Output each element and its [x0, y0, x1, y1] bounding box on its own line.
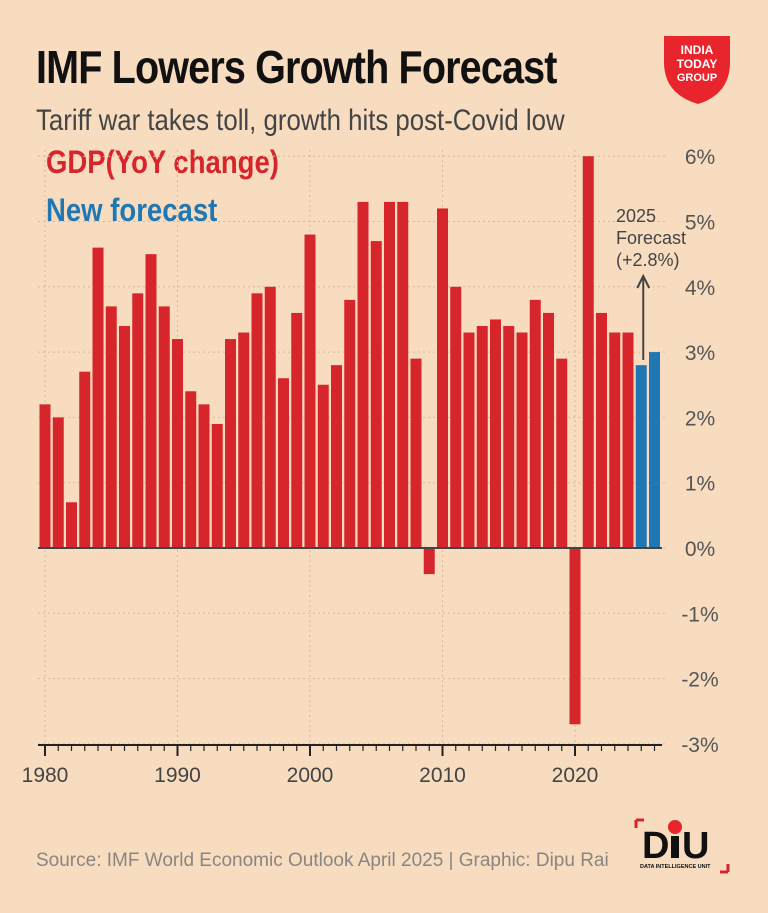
- x-tick-label: 1980: [22, 764, 69, 787]
- gdp-bar: [543, 312, 554, 548]
- x-tick-label: 2000: [287, 764, 334, 787]
- gdp-bar: [105, 306, 117, 548]
- gdp-bar: [291, 312, 303, 548]
- y-tick-label: 1%: [685, 473, 715, 496]
- gdp-bar: [158, 306, 170, 548]
- gdp-bar: [569, 548, 581, 725]
- gdp-bar: [331, 365, 342, 548]
- forecast-bar: [649, 352, 660, 548]
- svg-text:TODAY: TODAY: [677, 57, 718, 71]
- x-tick-label: 2010: [419, 764, 466, 787]
- svg-text:U: U: [682, 825, 709, 867]
- gdp-bar: [450, 286, 462, 548]
- gdp-bar: [185, 391, 197, 548]
- page-title: IMF Lowers Growth Forecast: [36, 41, 557, 93]
- y-tick-label: -2%: [681, 669, 718, 692]
- annotation-text: 2025: [616, 206, 656, 226]
- gdp-bar: [198, 404, 210, 548]
- gdp-bar: [516, 332, 528, 548]
- arrow-head-icon: [636, 273, 651, 289]
- gdp-bar: [437, 208, 448, 548]
- annotation-text: Forecast: [616, 228, 686, 248]
- gdp-bar: [278, 378, 289, 548]
- gdp-bar: [251, 293, 263, 548]
- gdp-bar: [503, 325, 515, 548]
- page-subtitle: Tariff war takes toll, growth hits post-…: [36, 104, 565, 137]
- gdp-bar: [39, 404, 51, 548]
- gdp-bar: [463, 332, 475, 548]
- gdp-bar: [397, 201, 409, 548]
- gdp-bar: [423, 548, 435, 575]
- x-tick-label: 1990: [154, 764, 201, 787]
- gdp-bar: [132, 293, 144, 548]
- gdp-bar: [304, 234, 316, 548]
- y-tick-label: 2%: [685, 407, 715, 430]
- source-note: Source: IMF World Economic Outlook April…: [36, 850, 609, 871]
- gdp-bar: [119, 325, 130, 548]
- y-tick-label: 0%: [685, 538, 715, 561]
- gdp-bar: [66, 502, 77, 548]
- gdp-bar: [225, 339, 236, 548]
- svg-text:INDIA: INDIA: [681, 43, 714, 57]
- gdp-bar: [344, 299, 356, 548]
- gdp-bar: [52, 417, 64, 548]
- gdp-bar: [79, 371, 91, 548]
- india-today-logo: INDIA TODAY GROUP: [664, 36, 730, 104]
- gdp-bar: [556, 358, 568, 548]
- y-tick-label: -3%: [681, 734, 718, 757]
- gdp-bar: [264, 286, 276, 548]
- y-tick-label: 5%: [685, 212, 715, 235]
- forecast-bar: [635, 365, 647, 548]
- y-tick-label: 6%: [685, 146, 715, 169]
- gdp-bar: [609, 332, 621, 548]
- gdp-bar: [529, 299, 541, 548]
- gdp-bar: [238, 332, 250, 548]
- gdp-bar: [172, 339, 183, 548]
- gdp-bar: [622, 332, 634, 548]
- gdp-bar: [92, 247, 104, 548]
- diu-logo: D U DATA INTELLIGENCE UNIT: [634, 818, 730, 874]
- gdp-bar: [211, 423, 223, 548]
- annotation-text: (+2.8%): [616, 250, 680, 270]
- gdp-bar: [357, 201, 369, 548]
- gdp-bar: [490, 319, 501, 548]
- y-tick-label: 3%: [685, 342, 715, 365]
- y-tick-label: -1%: [681, 603, 718, 626]
- svg-text:DATA INTELLIGENCE UNIT: DATA INTELLIGENCE UNIT: [640, 864, 711, 870]
- gdp-bar: [384, 201, 395, 548]
- x-tick-label: 2020: [552, 764, 599, 787]
- gdp-bar: [370, 241, 382, 548]
- svg-text:GROUP: GROUP: [677, 72, 717, 84]
- gdp-bar: [582, 156, 594, 548]
- gdp-bar: [410, 358, 422, 548]
- legend-gdp: GDP(YoY change): [46, 144, 279, 180]
- svg-text:D: D: [642, 825, 669, 867]
- gdp-bar: [145, 254, 157, 548]
- gdp-bar: [317, 384, 329, 548]
- gdp-bar: [596, 312, 607, 548]
- gdp-bar: [476, 325, 488, 548]
- y-tick-label: 4%: [685, 277, 715, 300]
